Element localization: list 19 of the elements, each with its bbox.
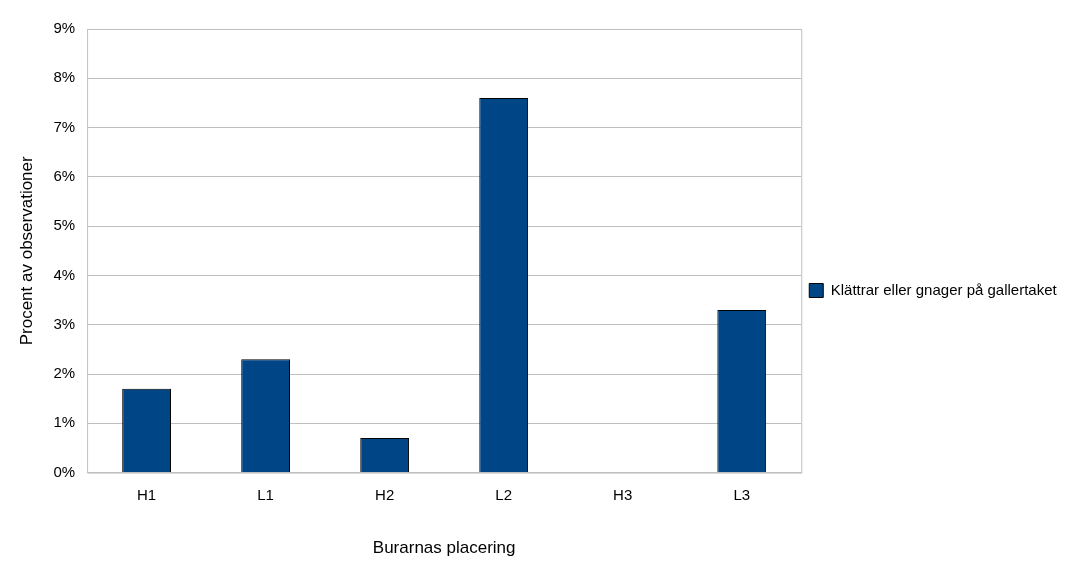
x-tick-label: L2 bbox=[495, 485, 513, 503]
y-tick-label: 0% bbox=[53, 462, 76, 480]
x-tick-label: L1 bbox=[257, 485, 274, 503]
y-axis-title: Procent av observationer bbox=[16, 155, 36, 346]
legend-label: Klättrar eller gnager på gallertaket bbox=[830, 280, 1058, 298]
y-tick-label: 2% bbox=[53, 364, 76, 382]
x-axis-title: Burarnas placering bbox=[372, 538, 516, 558]
x-tick-label: L3 bbox=[733, 485, 751, 503]
y-tick-label: 9% bbox=[53, 19, 76, 37]
x-tick-label: H3 bbox=[613, 485, 633, 503]
y-tick-label: 4% bbox=[53, 265, 76, 283]
y-tick-label: 8% bbox=[53, 68, 76, 86]
y-tick-label: 1% bbox=[53, 413, 76, 431]
x-tick-label: H1 bbox=[137, 485, 157, 503]
y-tick-label: 3% bbox=[53, 314, 76, 332]
x-tick-label: H2 bbox=[375, 485, 395, 503]
y-tick-label: 5% bbox=[53, 216, 76, 234]
y-tick-label: 7% bbox=[53, 117, 76, 135]
y-tick-label: 6% bbox=[53, 167, 76, 185]
